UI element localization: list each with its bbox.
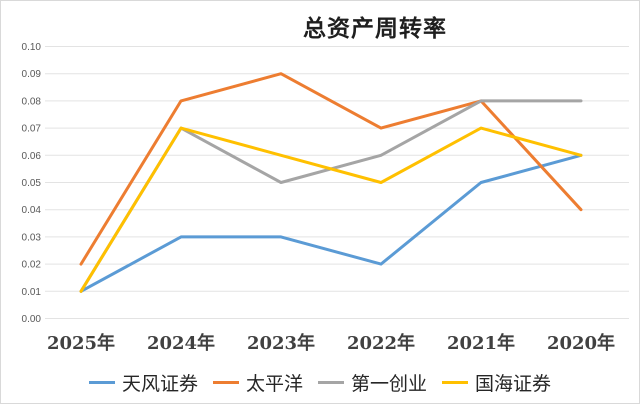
chart-legend: 天风证券 太平洋 第一创业 国海证券 xyxy=(1,368,639,396)
x-axis-label: 2021年 xyxy=(447,332,515,354)
legend-line-swatch xyxy=(318,380,344,384)
y-tick-label: 0.01 xyxy=(22,287,42,298)
series-line-1[interactable] xyxy=(79,72,583,266)
y-tick-label: 0.04 xyxy=(22,205,42,216)
y-tick-label: 0.03 xyxy=(22,232,42,243)
legend-item-0[interactable]: 天风证券 xyxy=(88,369,198,396)
y-tick-label: 0.07 xyxy=(22,124,42,135)
legend-item-2[interactable]: 第一创业 xyxy=(318,369,427,396)
x-axis-label: 2024年 xyxy=(147,332,215,354)
legend-item-3[interactable]: 国海证券 xyxy=(442,369,551,396)
x-axis-label: 2020年 xyxy=(547,332,615,354)
y-tick-label: 0.08 xyxy=(22,96,42,107)
series-line-0[interactable] xyxy=(79,153,583,293)
legend-label: 第一创业 xyxy=(351,372,428,395)
y-tick-label: 0.05 xyxy=(22,178,42,189)
y-tick-label: 0.09 xyxy=(22,69,42,80)
legend-item-1[interactable]: 太平洋 xyxy=(212,369,303,396)
y-tick-label: 0.02 xyxy=(22,260,42,271)
legend-label: 天风证券 xyxy=(121,372,198,395)
y-tick-label: 0.06 xyxy=(22,151,42,162)
legend-label: 国海证券 xyxy=(475,372,552,395)
x-axis-label: 2025年 xyxy=(47,332,115,354)
legend-line-swatch xyxy=(212,380,239,384)
legend-label: 太平洋 xyxy=(245,372,303,395)
y-tick-label: 0.00 xyxy=(22,314,42,325)
y-tick-label: 0.10 xyxy=(22,42,42,53)
legend-line-swatch xyxy=(88,380,115,384)
series-line-3[interactable] xyxy=(79,126,583,293)
x-axis-label: 2022年 xyxy=(347,332,415,354)
chart-title[interactable]: 总资产周转率 xyxy=(303,15,447,42)
x-axis-label: 2023年 xyxy=(247,332,315,354)
legend-line-swatch xyxy=(442,380,469,384)
